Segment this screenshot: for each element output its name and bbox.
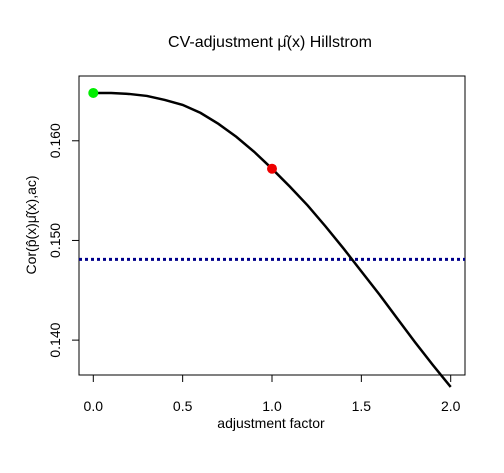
highlight-points: [88, 87, 277, 174]
y-tick-label: 0.150: [47, 223, 63, 258]
y-axis-label: Cor(p̂(x)μ̂(x),ac): [23, 175, 39, 274]
x-axis-label: adjustment factor: [217, 415, 325, 431]
x-tick-label: 1.5: [352, 398, 372, 414]
highlight-point: [88, 87, 99, 98]
x-axis: 0.0 0.5 1.0 1.5 2.0: [84, 375, 461, 414]
chart-title: CV-adjustment μ̂(x) Hillstrom: [168, 34, 372, 51]
y-tick-label: 0.160: [47, 123, 63, 158]
x-tick-label: 0.0: [84, 398, 104, 414]
x-tick-label: 0.5: [173, 398, 193, 414]
series-line: [93, 91, 452, 388]
highlight-point: [267, 163, 277, 174]
y-tick-label: 0.140: [47, 322, 63, 357]
y-axis: 0.140 0.150 0.160: [47, 123, 79, 358]
x-tick-label: 1.0: [262, 398, 282, 414]
x-tick-label: 2.0: [441, 398, 461, 414]
